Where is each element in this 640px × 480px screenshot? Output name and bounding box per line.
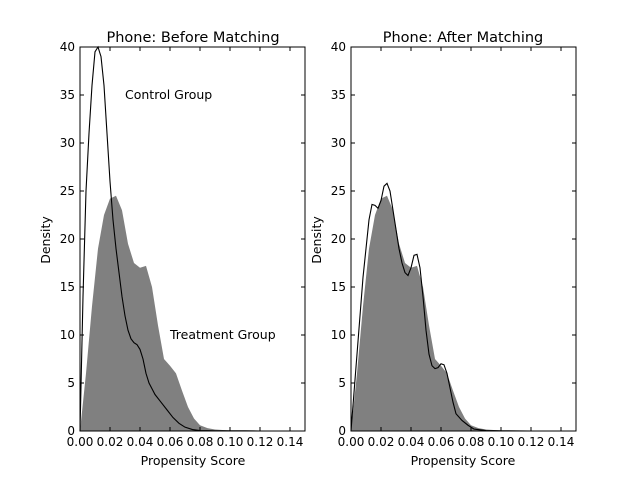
annotation-treatment-group: Treatment Group bbox=[169, 327, 276, 342]
x-axis-label: Propensity Score bbox=[411, 453, 516, 468]
x-tick-label: 0.08 bbox=[187, 435, 214, 449]
axes-frame bbox=[350, 46, 577, 432]
y-tick-label: 35 bbox=[331, 88, 346, 102]
x-tick-label: 0.02 bbox=[97, 435, 124, 449]
axis-ticks: 0.00 0.02 0.04 0.06 0.08 0.10 0.12 0.14 0 5 10 15 20… bbox=[60, 40, 305, 449]
y-tick-label: 15 bbox=[60, 280, 75, 294]
x-tick-label: 0.06 bbox=[157, 435, 184, 449]
y-tick-label: 20 bbox=[331, 232, 346, 246]
y-tick-label: 15 bbox=[331, 280, 346, 294]
chart-title: Phone: After Matching bbox=[383, 30, 544, 46]
control-density-line bbox=[79, 45, 305, 432]
plot-area bbox=[350, 182, 576, 432]
y-tick-label: 10 bbox=[331, 328, 346, 342]
y-axis-label: Density bbox=[309, 216, 324, 264]
x-tick-label: 0.06 bbox=[428, 435, 455, 449]
x-tick-label: 0.14 bbox=[548, 435, 575, 449]
plot-area bbox=[79, 45, 305, 432]
chart-after-matching: Phone: After Matching 0.00 0.02 0.04 0.06 0.… bbox=[309, 30, 577, 468]
x-tick-label: 0.00 bbox=[338, 435, 365, 449]
y-tick-label: 25 bbox=[60, 184, 75, 198]
x-tick-label: 0.12 bbox=[518, 435, 545, 449]
axes-frame bbox=[79, 46, 306, 432]
x-tick-label: 0.12 bbox=[247, 435, 274, 449]
x-tick-label: 0.00 bbox=[67, 435, 94, 449]
y-tick-label: 20 bbox=[60, 232, 75, 246]
treatment-density-area bbox=[80, 195, 305, 431]
x-axis-label: Propensity Score bbox=[141, 453, 246, 468]
y-tick-label: 5 bbox=[338, 376, 346, 390]
y-tick-label: 10 bbox=[60, 328, 75, 342]
x-tick-label: 0.04 bbox=[127, 435, 154, 449]
y-tick-label: 40 bbox=[60, 40, 75, 54]
y-tick-label: 35 bbox=[60, 88, 75, 102]
control-density-line bbox=[350, 182, 576, 432]
x-tick-label: 0.10 bbox=[488, 435, 515, 449]
y-tick-label: 0 bbox=[338, 424, 346, 438]
y-tick-label: 5 bbox=[67, 376, 75, 390]
y-axis-label: Density bbox=[38, 216, 53, 264]
axis-ticks: 0.00 0.02 0.04 0.06 0.08 0.10 0.12 0.14 0 5 10 15 20… bbox=[331, 40, 576, 449]
x-tick-label: 0.04 bbox=[398, 435, 425, 449]
y-tick-label: 30 bbox=[60, 136, 75, 150]
x-tick-label: 0.02 bbox=[368, 435, 395, 449]
y-tick-label: 40 bbox=[331, 40, 346, 54]
chart-title: Phone: Before Matching bbox=[106, 30, 279, 46]
y-tick-label: 0 bbox=[67, 424, 75, 438]
annotation-control-group: Control Group bbox=[125, 87, 212, 102]
y-tick-label: 25 bbox=[331, 184, 346, 198]
treatment-density-area bbox=[351, 195, 576, 431]
x-tick-label: 0.14 bbox=[277, 435, 304, 449]
y-tick-label: 30 bbox=[331, 136, 346, 150]
x-tick-label: 0.10 bbox=[217, 435, 244, 449]
chart-before-matching: Phone: Before Matching 0.00 0.02 0.04 0.06 0… bbox=[38, 30, 306, 468]
x-tick-label: 0.08 bbox=[458, 435, 485, 449]
